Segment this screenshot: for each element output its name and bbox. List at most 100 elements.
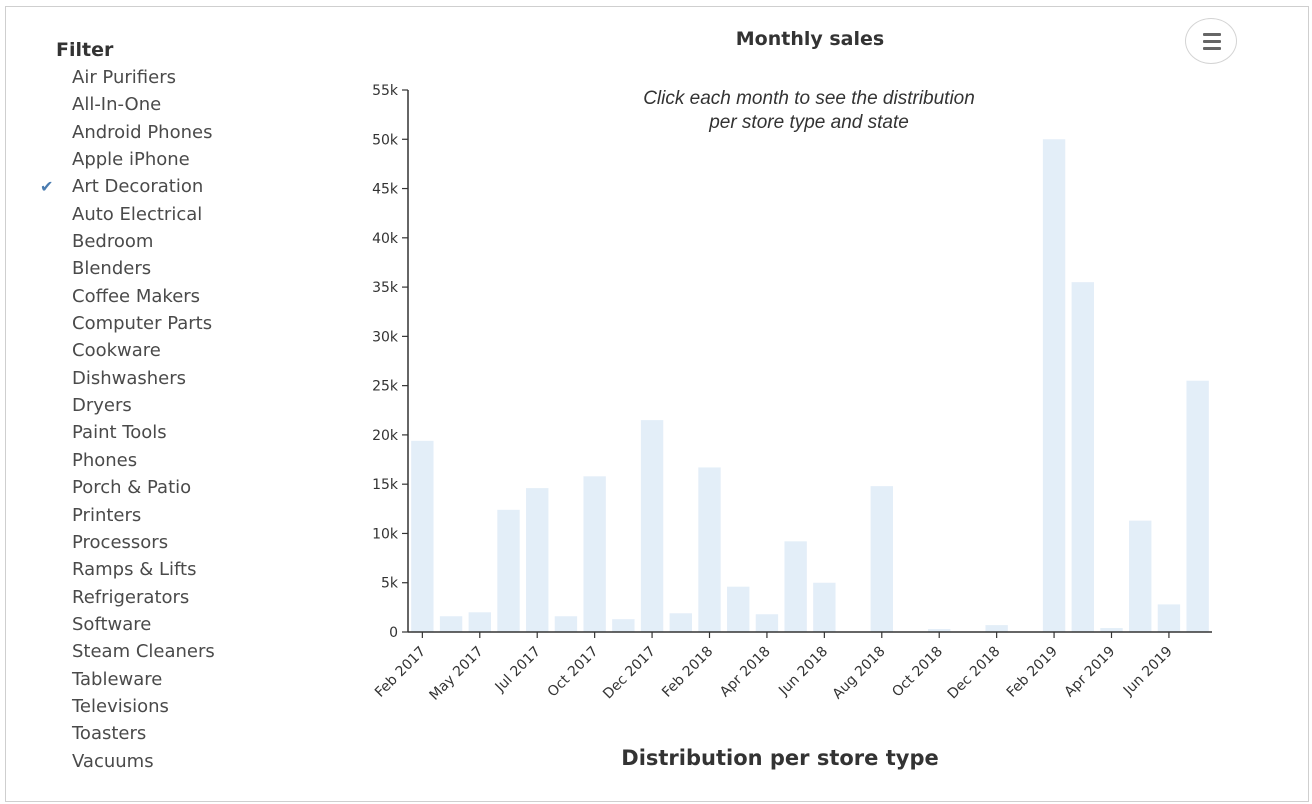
check-icon: ✔ xyxy=(40,177,54,197)
y-tick-label: 35k xyxy=(372,280,399,296)
filter-item-label: Auto Electrical xyxy=(72,203,203,225)
filter-item[interactable]: ✔Ramps & Lifts xyxy=(56,556,316,583)
chart-bar[interactable] xyxy=(928,629,951,632)
chart-bar[interactable] xyxy=(640,420,664,632)
x-tick-label: Oct 2018 xyxy=(889,644,946,701)
chart-bar[interactable] xyxy=(468,612,491,632)
y-tick-label: 30k xyxy=(372,329,399,345)
x-tick-label: Feb 2017 xyxy=(372,644,429,701)
filter-item[interactable]: ✔Blenders xyxy=(56,255,316,282)
chart-bar[interactable] xyxy=(497,509,520,632)
filter-item-label: Computer Parts xyxy=(72,313,213,335)
hamburger-menu-icon xyxy=(1203,33,1221,36)
filter-item[interactable]: ✔Bedroom xyxy=(56,228,316,255)
filter-item[interactable]: ✔Paint Tools xyxy=(56,419,316,446)
chart-bar[interactable] xyxy=(583,476,606,632)
chart-bar[interactable] xyxy=(1186,380,1209,632)
chart-bar[interactable] xyxy=(727,586,750,632)
filter-item[interactable]: ✔ Art Decoration xyxy=(40,173,316,200)
filter-item-label: Software xyxy=(72,613,152,635)
filter-item[interactable]: ✔Refrigerators xyxy=(56,584,316,611)
x-tick-label: Dec 2017 xyxy=(600,644,659,703)
y-tick-label: 50k xyxy=(372,132,399,148)
chart-annotation: Click each month to see the distribution… xyxy=(643,88,975,133)
filter-item[interactable]: ✔Televisions xyxy=(56,693,316,720)
chart-bar[interactable] xyxy=(1100,628,1123,632)
y-tick-label: 0 xyxy=(389,625,398,641)
filter-item-label: Paint Tools xyxy=(72,422,167,444)
chart-bar[interactable] xyxy=(1129,520,1152,632)
filter-item[interactable]: ✔Software xyxy=(56,611,316,638)
filter-panel: Filter ✔Air Purifiers✔All-In-One✔Android… xyxy=(40,36,316,775)
filter-item-label: Steam Cleaners xyxy=(72,641,215,663)
filter-item[interactable]: ✔Air Purifiers xyxy=(56,64,316,91)
filter-item[interactable]: ✔Porch & Patio xyxy=(56,474,316,501)
chart-bar[interactable] xyxy=(755,614,779,632)
x-tick-label: Jul 2017 xyxy=(492,644,544,696)
chart-bar[interactable] xyxy=(526,488,549,632)
chart-bar[interactable] xyxy=(813,582,836,632)
filter-item[interactable]: ✔Auto Electrical xyxy=(56,201,316,228)
x-tick-label: Jun 2019 xyxy=(1120,644,1176,700)
filter-item-label: Cookware xyxy=(72,340,161,362)
filter-item-label: Tableware xyxy=(72,668,163,690)
chart-bar[interactable] xyxy=(554,616,578,632)
chart-menu-button[interactable] xyxy=(1185,18,1237,64)
x-tick-label: Oct 2017 xyxy=(545,644,602,701)
filter-item-label: Processors xyxy=(72,531,169,553)
chart-bar[interactable] xyxy=(698,467,721,632)
y-tick-label: 5k xyxy=(381,576,399,592)
filter-item[interactable]: ✔Vacuums xyxy=(56,748,316,775)
filter-item[interactable]: ✔All-In-One xyxy=(56,91,316,118)
chart-bar[interactable] xyxy=(784,541,807,632)
filter-item-label: Apple iPhone xyxy=(72,149,190,171)
x-tick-label: Aug 2018 xyxy=(830,644,889,703)
filter-item[interactable]: ✔Steam Cleaners xyxy=(56,638,316,665)
y-tick-label: 10k xyxy=(372,526,399,542)
chart-bar[interactable] xyxy=(870,486,893,632)
filter-item-label: All-In-One xyxy=(72,94,162,116)
filter-item-label: Ramps & Lifts xyxy=(72,559,197,581)
filter-item[interactable]: ✔Toasters xyxy=(56,720,316,747)
filter-item[interactable]: ✔Processors xyxy=(56,529,316,556)
filter-item-label: Printers xyxy=(72,504,142,526)
filter-item-label: Refrigerators xyxy=(72,586,190,608)
chart-bar[interactable] xyxy=(985,625,1008,632)
y-tick-label: 40k xyxy=(372,231,399,247)
filter-item[interactable]: ✔Computer Parts xyxy=(56,310,316,337)
x-tick-label: Apr 2018 xyxy=(717,644,774,701)
chart-bar[interactable] xyxy=(411,440,434,632)
x-tick-label: Feb 2018 xyxy=(659,644,716,701)
filter-item-label: Dishwashers xyxy=(72,367,187,389)
filter-item[interactable]: ✔Android Phones xyxy=(56,119,316,146)
y-tick-label: 25k xyxy=(372,379,399,395)
filter-item-label: Dryers xyxy=(72,395,132,417)
page-frame xyxy=(5,6,1309,802)
filter-item-label: Coffee Makers xyxy=(72,285,201,307)
filter-item-label: Bedroom xyxy=(72,231,154,253)
hamburger-menu-icon-bar xyxy=(1203,40,1221,43)
filter-item[interactable]: ✔Cookware xyxy=(56,337,316,364)
chart-bar[interactable] xyxy=(612,619,635,632)
filter-item[interactable]: ✔Dishwashers xyxy=(56,365,316,392)
filter-item[interactable]: ✔Dryers xyxy=(56,392,316,419)
filter-item-label: Android Phones xyxy=(72,121,213,143)
y-tick-label: 55k xyxy=(372,83,399,99)
filter-item[interactable]: ✔Printers xyxy=(56,502,316,529)
chart-bar[interactable] xyxy=(1042,139,1066,632)
hamburger-menu-icon-bar xyxy=(1203,47,1221,50)
filter-title: Filter xyxy=(56,39,114,61)
x-tick-label: May 2017 xyxy=(426,644,486,704)
filter-item[interactable]: ✔Tableware xyxy=(56,666,316,693)
filter-item[interactable]: ✔Phones xyxy=(56,447,316,474)
filter-item-label: Televisions xyxy=(72,695,169,717)
chart-title: Monthly sales xyxy=(735,28,885,50)
chart-bar[interactable] xyxy=(1071,282,1094,632)
filter-item[interactable]: ✔Coffee Makers xyxy=(56,283,316,310)
chart-bar[interactable] xyxy=(439,616,463,632)
filter-item[interactable]: ✔Apple iPhone xyxy=(56,146,316,173)
chart-bar[interactable] xyxy=(669,613,692,632)
filter-item-label: Porch & Patio xyxy=(72,477,192,499)
chart-bar[interactable] xyxy=(1157,604,1181,632)
